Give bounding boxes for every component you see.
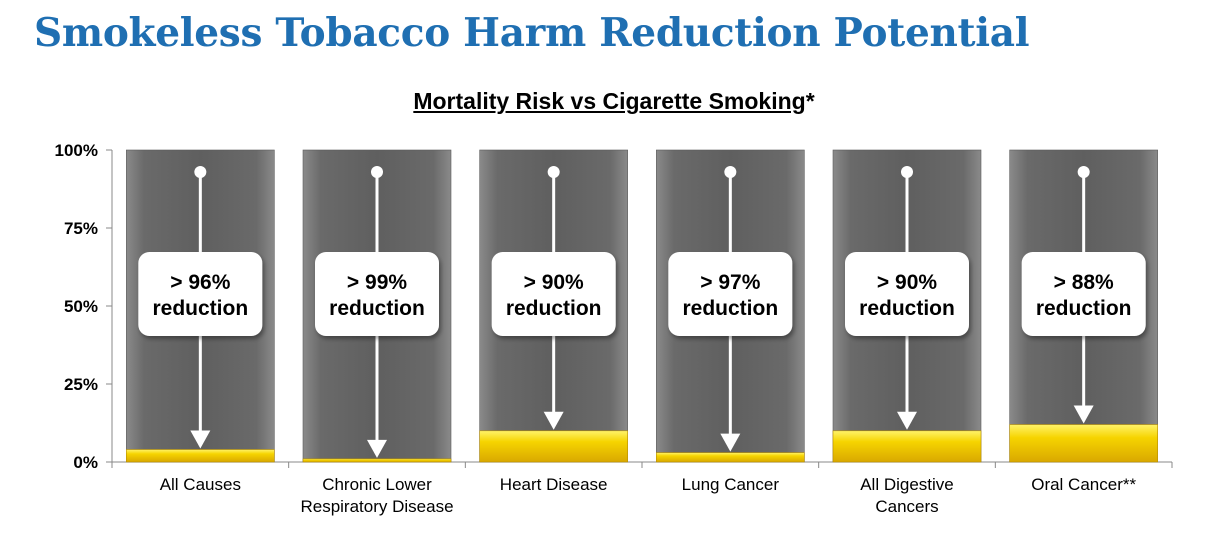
arrow-head xyxy=(1073,405,1094,424)
arrow-head xyxy=(720,433,741,452)
reduction-box xyxy=(315,252,439,336)
arrow-head xyxy=(897,411,917,430)
arrow-head xyxy=(367,439,387,458)
category-label: Cancers xyxy=(875,497,938,516)
category-label: Heart Disease xyxy=(500,475,608,494)
arrow-head xyxy=(190,430,211,449)
reduction-percent: > 96% xyxy=(170,271,230,294)
chart-title-text: Mortality Risk vs Cigarette Smoking xyxy=(413,88,806,114)
category-label: All Causes xyxy=(160,475,241,494)
category-label: Respiratory Disease xyxy=(300,497,453,516)
y-tick-label: 100% xyxy=(55,141,98,160)
reduction-percent: > 90% xyxy=(877,271,937,294)
bar-value xyxy=(1009,424,1158,463)
bar-value xyxy=(656,452,805,463)
reduction-box xyxy=(138,252,263,336)
reduction-box xyxy=(491,252,616,336)
reduction-label: reduction xyxy=(682,297,778,320)
category-label: Chronic Lower xyxy=(322,475,432,494)
reduction-label: reduction xyxy=(859,297,955,320)
y-tick-label: 75% xyxy=(64,219,98,238)
chart-title-asterisk: * xyxy=(805,88,815,114)
reduction-box xyxy=(1021,252,1146,336)
chart-title: Mortality Risk vs Cigarette Smoking* xyxy=(0,88,1228,115)
reduction-label: reduction xyxy=(152,297,248,320)
reduction-label: reduction xyxy=(1036,297,1132,320)
bar-value xyxy=(832,430,982,463)
y-tick-label: 0% xyxy=(73,453,98,472)
bar-value xyxy=(302,458,452,463)
y-tick-label: 25% xyxy=(64,375,98,394)
reduction-label: reduction xyxy=(506,297,602,320)
reduction-percent: > 90% xyxy=(524,271,584,294)
reduction-percent: > 88% xyxy=(1054,271,1114,294)
category-label: Oral Cancer** xyxy=(1031,475,1136,494)
category-label: All Digestive xyxy=(860,475,954,494)
reduction-percent: > 97% xyxy=(700,271,760,294)
reduction-label: reduction xyxy=(329,297,425,320)
page-title: Smokeless Tobacco Harm Reduction Potenti… xyxy=(34,10,1030,56)
category-label: Lung Cancer xyxy=(682,475,780,494)
reduction-percent: > 99% xyxy=(347,271,407,294)
reduction-box xyxy=(668,252,793,336)
reduction-box xyxy=(845,252,969,336)
bar-value xyxy=(479,430,628,463)
arrow-head xyxy=(543,411,564,430)
y-tick-label: 50% xyxy=(64,297,98,316)
bar-value xyxy=(126,449,275,463)
